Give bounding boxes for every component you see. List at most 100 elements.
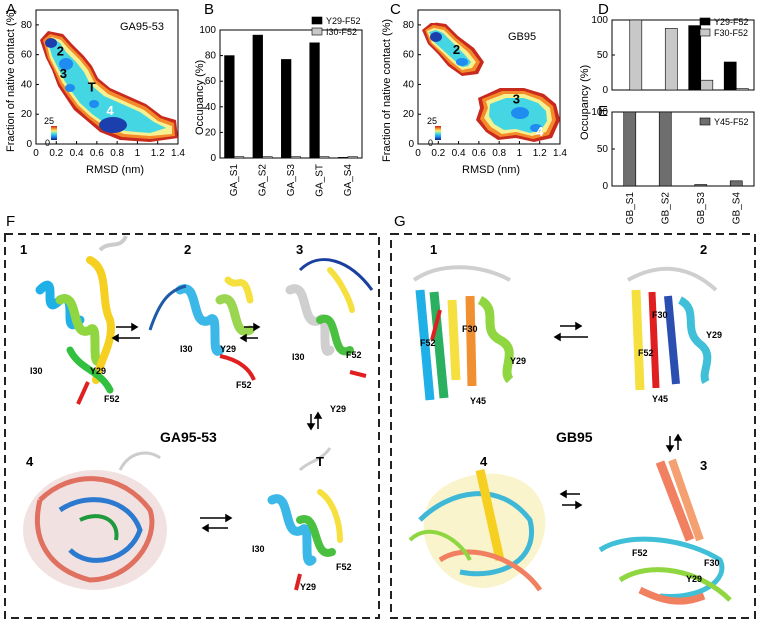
- x-tick-label-a: 1: [135, 148, 141, 159]
- x-tick-label-c: 0.4: [452, 148, 466, 159]
- panel-letter-g: G: [394, 213, 406, 230]
- legend-swatch-b: [311, 16, 323, 25]
- basin-c-2: [456, 58, 468, 66]
- dashed-box-f: [4, 233, 380, 619]
- x-label-a: RMSD (nm): [86, 164, 144, 176]
- helix-g-3: [638, 586, 706, 605]
- coil-f-4a: [34, 476, 155, 583]
- bars-e: [623, 111, 743, 187]
- legend-swatch-b: [311, 27, 323, 36]
- state-label-a: 4: [106, 103, 114, 118]
- colorbar-min-a: 0: [45, 138, 50, 148]
- y-tick-label-e: 50: [597, 144, 609, 155]
- residue-label-g: F52: [632, 548, 648, 558]
- legend-swatch-d: [699, 17, 711, 26]
- arrow-f-4t-forward-head: [225, 513, 233, 523]
- sheet-g-2a: [631, 289, 645, 391]
- coil-g-3a: [598, 536, 725, 600]
- legend-label-d: F30-F52: [714, 28, 748, 38]
- structures-title-f: GA95-53: [160, 429, 217, 445]
- structure-f-3: [285, 258, 374, 378]
- state-label-a: 1: [46, 15, 53, 30]
- residue-label-f: F52: [236, 380, 252, 390]
- helix-f-tb: [296, 515, 336, 557]
- residue-label-f: I30: [30, 366, 43, 376]
- state-label-c: 2: [453, 42, 460, 57]
- blob-f-4: [23, 470, 167, 590]
- residue-label-g: F52: [420, 338, 436, 348]
- structure-state-label-g: 1: [430, 242, 437, 257]
- bar-b-i30-f52: [319, 156, 330, 159]
- state-label-a: 2: [57, 44, 64, 59]
- helix-f-2c: [224, 276, 254, 304]
- bar-b-y29-f52: [337, 157, 349, 159]
- residue-label-g: F30: [462, 324, 478, 334]
- residue-label-f: I30: [292, 352, 305, 362]
- y-tick-label-a: 80: [21, 20, 33, 31]
- structure-f-1: [35, 235, 128, 405]
- x-ticks-c: 0 0.2 0.4 0.6 0.8 1 1.2 1.4: [415, 141, 567, 159]
- colorbar-max-a: 25: [44, 116, 54, 126]
- structures-title-g: GB95: [556, 429, 593, 445]
- y-tick-label-e: 100: [591, 107, 608, 118]
- bar-b-i30-f52: [347, 156, 358, 159]
- bar-d-f30-f52: [664, 28, 678, 91]
- y-label-b: Occupancy (%): [194, 60, 206, 135]
- residue-label-g: F30: [704, 558, 720, 568]
- arrow-g-12-forward-head: [575, 321, 583, 331]
- dashed-box-g: [390, 233, 756, 619]
- legend-label-b: Y29-F52: [326, 16, 361, 26]
- colorbar-max-c: 25: [427, 116, 437, 126]
- bar-b-y29-f52: [252, 34, 263, 159]
- basin-a-4: [99, 117, 127, 133]
- state-label-a: 3: [60, 66, 67, 81]
- y-tick-label-a: 0: [26, 139, 32, 150]
- tail-f-2: [219, 354, 256, 381]
- residue-label-g: Y29: [706, 330, 722, 340]
- basin-c-1: [430, 32, 442, 42]
- colorbar-a: [51, 126, 57, 140]
- x-tick-label-b: GA_S3: [286, 164, 297, 197]
- state-labels-f: 1 2 3 4 T: [20, 242, 324, 469]
- x-tick-label-c: 0: [415, 148, 421, 159]
- x-tick-label-a: 0.4: [70, 148, 84, 159]
- coil-f-4d: [118, 451, 161, 471]
- helix-g-1: [477, 295, 514, 384]
- basin-a-2: [59, 58, 73, 70]
- structure-state-label-f: 2: [184, 242, 191, 257]
- coil-g-4b: [475, 469, 505, 561]
- helix-f-1b: [55, 294, 105, 366]
- y-tick-label-a: 20: [21, 109, 33, 120]
- structure-state-label-f: 1: [20, 242, 27, 257]
- y-tick-label-d: 100: [591, 15, 608, 26]
- x-tick-label-a: 1.4: [171, 148, 185, 159]
- landscape-c: [422, 22, 560, 142]
- panel-f: F: [4, 213, 380, 619]
- arrows-f: [111, 322, 323, 533]
- y-tick-label-b: 100: [199, 25, 216, 36]
- x-tick-label-b: GA_S2: [258, 164, 269, 197]
- arrow-g-43-back-head: [559, 489, 567, 499]
- residue-label-f: F52: [346, 350, 362, 360]
- residue-label-g: Y45: [652, 394, 668, 404]
- arrows-g: [553, 321, 683, 510]
- helix-f-1d: [66, 346, 114, 394]
- legend-e: Y45-F52: [699, 117, 749, 127]
- x-tick-label-a: 1.2: [151, 148, 165, 159]
- residue-label-f: Y29: [90, 366, 106, 376]
- x-tick-label-a: 0.6: [90, 148, 104, 159]
- panel-g: G: [390, 213, 756, 619]
- arrow-f-4t-back-head: [201, 523, 209, 533]
- x-ticks-b: GA_S1 GA_S2 GA_S3 GA_ST GA_S4: [229, 164, 354, 197]
- arrow-f-23-forward-head: [253, 322, 261, 332]
- residue-label-f: Y29: [300, 582, 316, 592]
- coil-g-2: [627, 266, 718, 292]
- x-tick-label-e: GB_S4: [731, 192, 742, 225]
- panel-letter-e: E: [598, 103, 608, 120]
- helix-f-ta: [267, 494, 317, 566]
- bar-b-i30-f52: [290, 156, 301, 159]
